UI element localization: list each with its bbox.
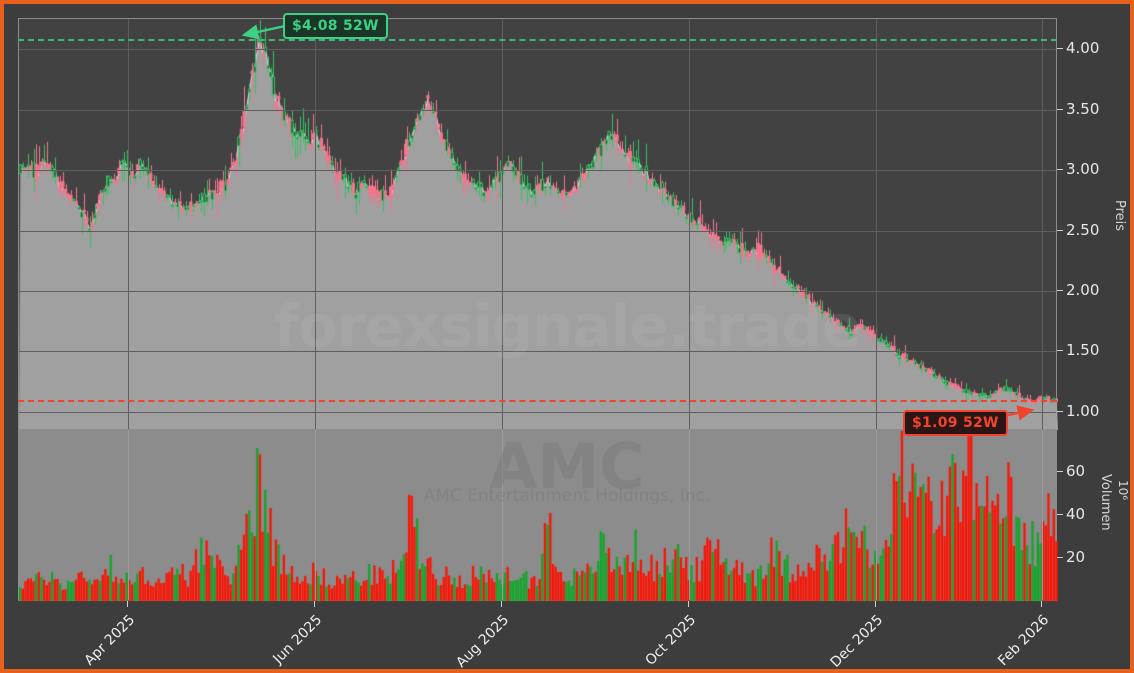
date-tick-label: Jun 2025 — [270, 612, 326, 668]
price-gridline — [19, 290, 1056, 292]
price-tick-label: 4.00 — [1056, 39, 1100, 58]
volume-gridline — [315, 430, 316, 600]
volume-axis-title: Volumen — [1098, 474, 1113, 531]
price-candlestick-canvas — [19, 19, 1058, 430]
volume-axis-exponent: 10⁶ — [1116, 480, 1130, 501]
price-tick-label: 3.00 — [1056, 160, 1100, 179]
date-gridline — [689, 19, 690, 429]
price-tick-label: 1.00 — [1056, 401, 1100, 420]
volume-gridline — [876, 430, 877, 600]
price-chart-panel — [18, 18, 1058, 430]
date-tick-label: Dec 2025 — [827, 612, 887, 671]
date-tick-label: Aug 2025 — [453, 612, 513, 671]
volume-gridline — [128, 430, 129, 600]
fifty-two-week-high-line — [18, 38, 1057, 41]
price-tick-label: 2.50 — [1056, 220, 1100, 239]
date-tick-mark — [875, 601, 876, 607]
price-tick-label: 1.50 — [1056, 341, 1100, 360]
date-tick-mark — [688, 601, 689, 607]
price-gridline — [19, 230, 1056, 232]
fifty-two-week-high-label: $4.08 52W — [283, 13, 388, 39]
fifty-two-week-low-line — [18, 399, 1057, 402]
fifty-two-week-low-label: $1.09 52W — [903, 410, 1008, 436]
date-gridline — [876, 19, 877, 429]
volume-tick-label: 20 — [1056, 547, 1086, 566]
price-gridline — [19, 411, 1056, 413]
price-gridline — [19, 170, 1056, 172]
price-gridline — [19, 109, 1056, 111]
price-tick-label: 2.00 — [1056, 280, 1100, 299]
price-gridline — [19, 49, 1056, 51]
date-gridline — [315, 19, 316, 429]
date-tick-mark — [127, 601, 128, 607]
date-tick-label: Oct 2025 — [642, 612, 700, 669]
volume-gridline — [689, 430, 690, 600]
date-tick-mark — [314, 601, 315, 607]
volume-bar-canvas — [19, 430, 1058, 602]
date-gridline — [1042, 19, 1043, 429]
price-axis-title: Preis — [1112, 200, 1127, 232]
date-tick-mark — [501, 601, 502, 607]
price-gridline — [19, 351, 1056, 353]
date-tick-mark — [1041, 601, 1042, 607]
volume-tick-label: 60 — [1056, 461, 1086, 480]
volume-gridline — [502, 430, 503, 600]
volume-chart-panel — [18, 429, 1058, 602]
date-tick-label: Feb 2026 — [995, 612, 1053, 670]
date-tick-label: Apr 2025 — [81, 612, 139, 669]
volume-tick-label: 40 — [1056, 504, 1086, 523]
date-gridline — [502, 19, 503, 429]
price-tick-label: 3.50 — [1056, 99, 1100, 118]
date-gridline — [128, 19, 129, 429]
volume-gridline — [1042, 430, 1043, 600]
